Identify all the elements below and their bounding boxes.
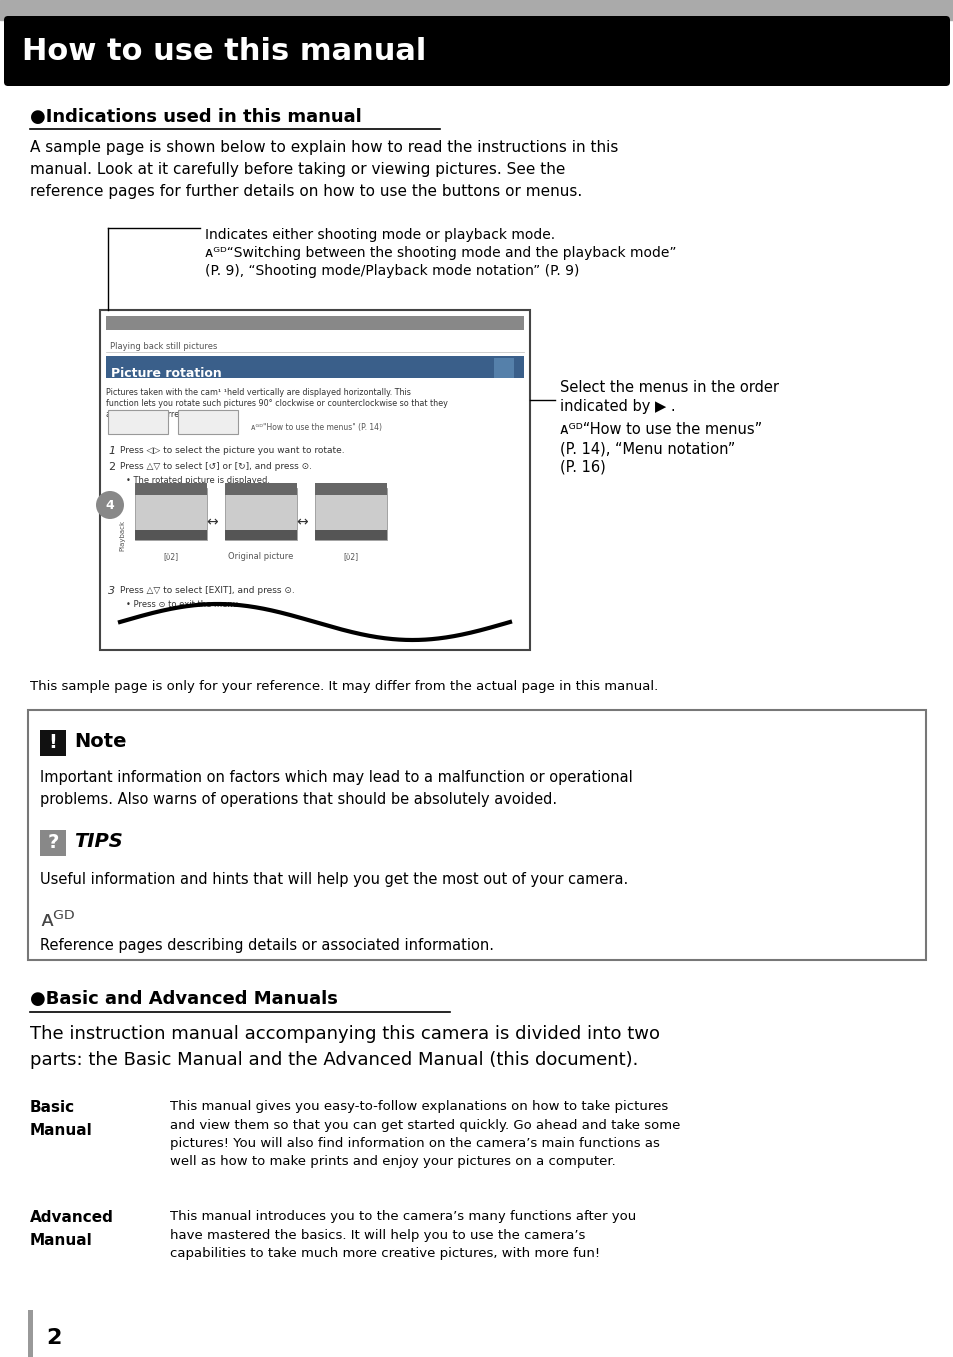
Text: Note: Note [74,731,127,750]
Text: 4: 4 [106,499,114,512]
Bar [40,830,66,856]
Bar [108,410,168,434]
Text: Original picture: Original picture [228,552,294,560]
Text: Indicates either shooting mode or playback mode.: Indicates either shooting mode or playba… [205,228,555,242]
Text: Playback: Playback [119,520,125,551]
Text: !: ! [49,734,57,753]
Text: Reference pages describing details or associated information.: Reference pages describing details or as… [40,938,494,953]
Text: (P. 16): (P. 16) [559,460,605,475]
Text: (P. 9), “Shooting mode/Playback mode notation” (P. 9): (P. 9), “Shooting mode/Playback mode not… [205,265,578,278]
Text: Press ◁▷ to select the picture you want to rotate.: Press ◁▷ to select the picture you want … [120,446,344,455]
Bar [40,730,66,756]
Text: Picture rotation: Picture rotation [111,366,221,380]
Bar [225,483,296,495]
Text: This manual introduces you to the camera’s many functions after you
have mastere: This manual introduces you to the camera… [170,1210,636,1261]
Text: Select the menus in the order: Select the menus in the order [559,380,779,395]
Bar [314,489,387,540]
Text: ↔: ↔ [295,516,308,529]
Bar [178,410,237,434]
FancyBboxPatch shape [4,16,949,85]
Text: indicated by ▶ .: indicated by ▶ . [559,399,675,414]
Bar [135,531,207,540]
Bar [314,531,387,540]
Text: How to use this manual: How to use this manual [22,37,426,65]
Text: The instruction manual accompanying this camera is divided into two
parts: the B: The instruction manual accompanying this… [30,1025,659,1069]
Text: ●Indications used in this manual: ●Indications used in this manual [30,109,361,126]
Bar [28,1310,33,1357]
Text: Basic
Manual: Basic Manual [30,1101,92,1139]
Text: ●Basic and Advanced Manuals: ●Basic and Advanced Manuals [30,991,337,1008]
Text: ᴀᴳᴰ“How to use the menus”: ᴀᴳᴰ“How to use the menus” [559,422,761,437]
Text: ᴀᴳᴰ: ᴀᴳᴰ [40,911,74,930]
Bar [100,309,530,650]
Text: 2: 2 [108,461,115,472]
Text: A sample page is shown below to explain how to read the instructions in this
man: A sample page is shown below to explain … [30,140,618,199]
Text: (P. 14), “Menu notation”: (P. 14), “Menu notation” [559,441,735,456]
Circle shape [96,491,124,518]
Bar [494,358,514,379]
Text: TIPS: TIPS [74,832,123,851]
Text: ?: ? [48,833,59,852]
Text: Press △▽ to select [EXIT], and press ⊙.: Press △▽ to select [EXIT], and press ⊙. [120,586,294,594]
Bar [0,0,953,20]
Text: Pictures taken with the cam¹ ¹held vertically are displayed horizontally. This
f: Pictures taken with the cam¹ ¹held verti… [106,388,447,419]
Bar [106,316,523,330]
Text: Important information on factors which may lead to a malfunction or operational
: Important information on factors which m… [40,769,632,806]
Text: ↔: ↔ [206,516,217,529]
Bar [135,489,207,540]
Text: ᴀᴳᴰ“Switching between the shooting mode and the playback mode”: ᴀᴳᴰ“Switching between the shooting mode … [205,246,676,261]
Text: Advanced
Manual: Advanced Manual [30,1210,113,1248]
Bar [225,531,296,540]
Bar [225,489,296,540]
Bar [314,483,387,495]
Text: Press △▽ to select [↺] or [↻], and press ⊙.: Press △▽ to select [↺] or [↻], and press… [120,461,312,471]
Text: 2: 2 [46,1329,61,1348]
Bar [28,710,925,959]
Text: ᴀᴳᴰ"How to use the menus" (P. 14): ᴀᴳᴰ"How to use the menus" (P. 14) [251,423,381,432]
Text: Playing back still pictures: Playing back still pictures [110,342,217,351]
Text: • The rotated picture is displayed.: • The rotated picture is displayed. [126,476,270,484]
Text: 1: 1 [108,446,115,456]
Bar [135,483,207,495]
Text: Useful information and hints that will help you get the most out of your camera.: Useful information and hints that will h… [40,873,628,887]
Text: [ὑ2]: [ὑ2] [163,552,178,560]
Text: [ὑ2]: [ὑ2] [343,552,358,560]
Text: This manual gives you easy-to-follow explanations on how to take pictures
and vi: This manual gives you easy-to-follow exp… [170,1101,679,1168]
Text: • Press ⊙ to exit the menu.: • Press ⊙ to exit the menu. [126,600,240,609]
Bar [106,356,523,379]
Text: 3: 3 [108,586,115,596]
Text: This sample page is only for your reference. It may differ from the actual page : This sample page is only for your refere… [30,680,658,693]
